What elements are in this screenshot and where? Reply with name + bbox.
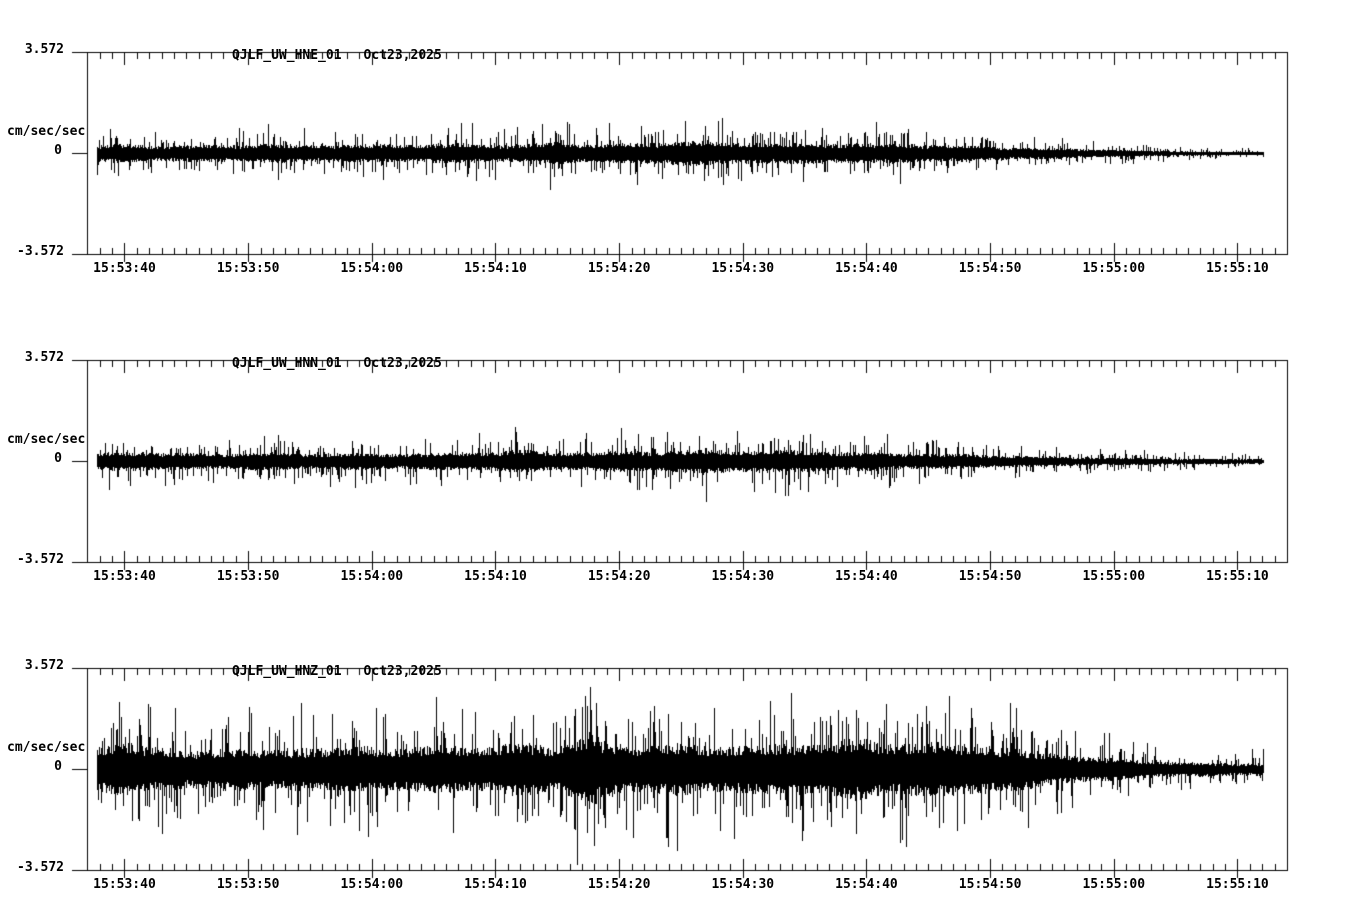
- x-axis-label: 15:54:00: [340, 569, 404, 584]
- x-axis-label: 15:54:40: [835, 569, 898, 584]
- x-axis-label: 15:54:50: [958, 569, 1022, 584]
- x-axis-label: 15:54:20: [587, 261, 651, 276]
- x-axis-label: 15:55:00: [1082, 261, 1146, 276]
- x-axis-label: 15:54:30: [711, 569, 775, 584]
- y-max-label: 3.572: [24, 42, 64, 57]
- x-axis-label: 15:54:30: [711, 261, 775, 276]
- y-units-label: cm/sec/sec: [7, 432, 86, 447]
- x-axis-label: 15:55:00: [1082, 877, 1146, 892]
- x-axis-label: 15:54:10: [464, 877, 527, 892]
- x-axis-label: 15:53:40: [93, 877, 156, 892]
- y-max-label: 3.572: [24, 658, 64, 673]
- x-axis-label: 15:54:50: [958, 877, 1022, 892]
- y-min-label: -3.572: [17, 552, 64, 567]
- x-axis-label: 15:53:50: [216, 569, 280, 584]
- x-axis-label: 15:53:50: [216, 261, 280, 276]
- x-axis-label: 15:54:00: [340, 877, 404, 892]
- x-axis-label: 15:55:10: [1206, 877, 1269, 892]
- y-units-label: cm/sec/sec: [7, 740, 86, 755]
- y-max-label: 3.572: [24, 350, 64, 365]
- x-axis-label: 15:54:40: [835, 877, 898, 892]
- x-axis-label: 15:54:50: [958, 261, 1022, 276]
- x-axis-label: 15:55:10: [1206, 569, 1269, 584]
- x-axis-label: 15:55:10: [1206, 261, 1269, 276]
- x-axis-label: 15:54:20: [587, 877, 651, 892]
- y-units-label: cm/sec/sec: [7, 124, 86, 139]
- seismic-trace-plot-hnn: QJLF_UW_HNN_01Oct23,2025 3.572 cm/sec/se…: [0, 351, 1358, 658]
- x-axis-label: 15:54:20: [587, 569, 651, 584]
- x-axis-label-row: 15:53:40 15:53:50 15:54:00 15:54:10 15:54:20…: [0, 570, 1358, 584]
- x-axis-label: 15:53:40: [93, 261, 156, 276]
- x-axis-label-row: 15:53:40 15:53:50 15:54:00 15:54:10 15:54:20…: [0, 262, 1358, 276]
- y-min-label: -3.572: [17, 244, 64, 259]
- x-axis-label: 15:53:50: [216, 877, 280, 892]
- x-axis-label: 15:54:10: [464, 261, 527, 276]
- x-axis-label: 15:54:00: [340, 261, 404, 276]
- x-axis-label: 15:54:10: [464, 569, 527, 584]
- x-axis-label-row: 15:53:40 15:53:50 15:54:00 15:54:10 15:54:20…: [0, 878, 1358, 892]
- x-axis-label: 15:55:00: [1082, 569, 1146, 584]
- seismic-trace-plot-hne: QJLF_UW_HNE_01Oct23,2025 3.572 cm/sec/se…: [0, 43, 1358, 350]
- x-axis-label: 15:54:30: [711, 877, 775, 892]
- x-axis-label: 15:53:40: [93, 569, 156, 584]
- y-zero-label: 0: [54, 451, 62, 466]
- y-min-label: -3.572: [17, 860, 64, 875]
- waveform-canvas-hnz: [70, 666, 1290, 880]
- y-zero-label: 0: [54, 143, 62, 158]
- waveform-canvas-hnn: [70, 358, 1290, 572]
- waveform-canvas-hne: [70, 50, 1290, 264]
- y-zero-label: 0: [54, 759, 62, 774]
- x-axis-label: 15:54:40: [835, 261, 898, 276]
- seismic-trace-plot-hnz: QJLF_UW_HNZ_01Oct23,2025 3.572 cm/sec/se…: [0, 659, 1358, 924]
